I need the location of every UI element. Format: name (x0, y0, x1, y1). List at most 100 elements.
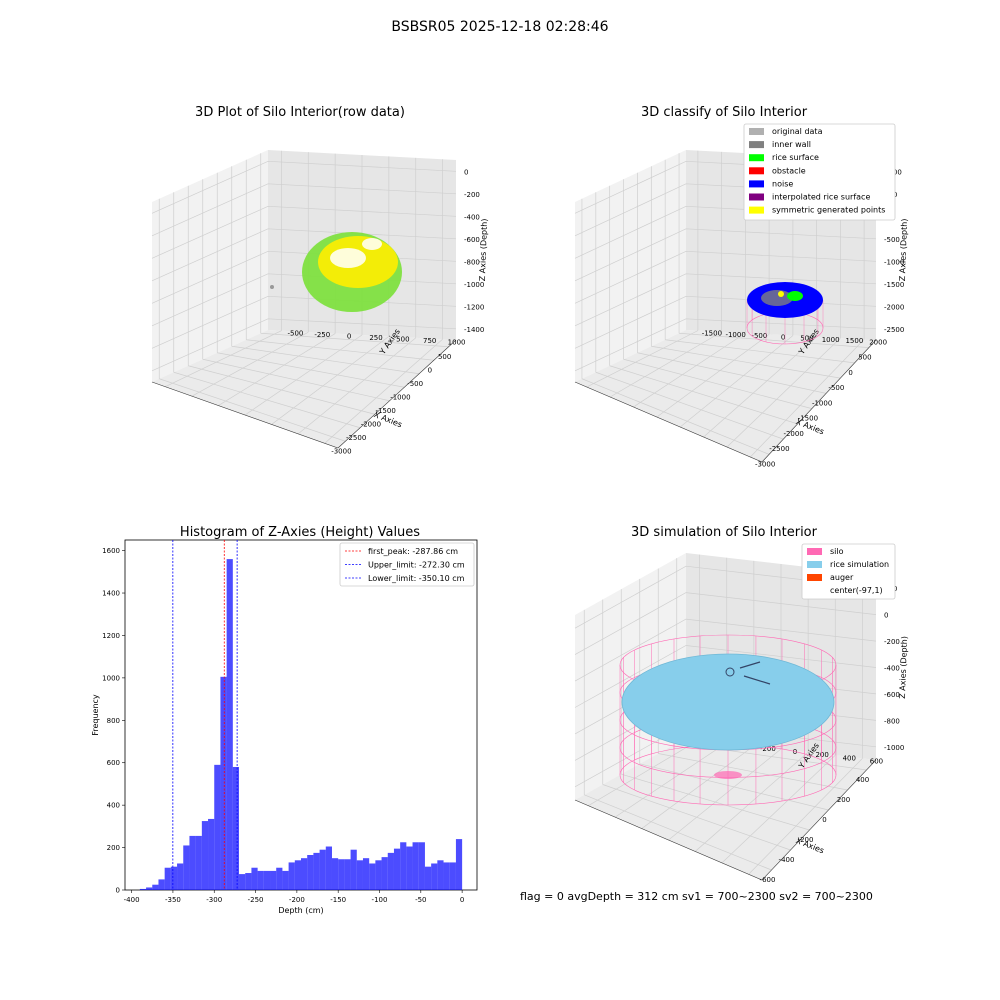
p3-histogram-bar (455, 839, 463, 890)
p2-xgrid (623, 358, 812, 409)
p3-histogram-bar (239, 874, 246, 890)
p2-symmetric-points (778, 291, 784, 297)
p4-silo-bottom-center (714, 771, 742, 779)
p2-xtick-label: 500 (858, 354, 871, 362)
p1-ytick-label: 250 (369, 334, 382, 342)
p2-xgrid (595, 371, 784, 440)
p3-ytick-label: 1200 (102, 632, 120, 640)
p1-ztick-label: -1200 (464, 303, 484, 311)
p3-histogram-bar (437, 860, 444, 890)
p2-xgrid (679, 332, 869, 348)
p3-histogram-bar (170, 866, 178, 890)
p2-xtick-label: -2000 (783, 430, 803, 438)
p2-rice-surface-patch (787, 291, 803, 301)
p1-ztick-label: -1400 (464, 326, 484, 334)
p3-histogram-bar (189, 835, 196, 890)
p2-ytick-label: 500 (800, 335, 813, 343)
p4-zgrid (574, 645, 877, 708)
p3-xtick-label: -150 (330, 896, 346, 904)
p3-histogram-bar (183, 845, 190, 890)
p2-zgrid (574, 250, 877, 304)
p2-inner-wall-patch (761, 290, 793, 306)
p3-histogram-bar (344, 859, 351, 890)
p2-ytick-label: 1500 (845, 337, 863, 345)
p4-legend-label: auger (830, 573, 854, 582)
p3-histogram-bar (431, 863, 438, 890)
p3-histogram-bar (424, 866, 432, 890)
p1-zgrid (151, 228, 457, 282)
p2-ztick-label: -2000 (884, 303, 904, 311)
p1-zgrid (151, 318, 457, 372)
p3-histogram-bar (201, 821, 209, 890)
p2-xtick-label: 0 (848, 369, 852, 377)
p4-ztick-label: -1000 (884, 744, 904, 752)
p4-auger-shape (739, 661, 771, 685)
p2-back-left-pane (575, 150, 686, 382)
p4-legend-label: center(-97,1) (830, 586, 883, 595)
p4-xtick-label: -600 (760, 876, 776, 884)
p3-histogram-bar (301, 858, 308, 890)
p3-histogram-bar (220, 676, 227, 890)
p2-legend-swatch (749, 180, 764, 188)
p2-floor-pane (575, 330, 876, 462)
p2-xgrid (665, 339, 855, 364)
p2-legend-label: noise (772, 179, 793, 188)
panel4-3d-axes: -600 -400 -200 0 200 400 600 400 200 0 -200 -400 -60… (574, 543, 909, 884)
panel1-3d-axes: -3000-2500-2000-1500-1000-50005001000750… (151, 150, 489, 455)
p2-xgrid (581, 378, 770, 455)
p3-histogram-bar (319, 849, 326, 890)
p2-legend-swatch (749, 141, 764, 149)
p4-xtick-label: 0 (822, 816, 826, 824)
p1-xtick-label: -2000 (361, 420, 381, 428)
footer-status-text: flag = 0 avgDepth = 312 cm sv1 = 700~230… (520, 890, 873, 903)
p1-ytick-label: 0 (347, 333, 351, 341)
p1-xtick-label: -1500 (375, 407, 395, 415)
p1-ygrid (297, 337, 416, 435)
p1-floor-pane (152, 330, 456, 448)
p4-xtick-label: 200 (837, 796, 850, 804)
p4-xtick-label: 400 (856, 776, 869, 784)
p1-ygrid (271, 336, 390, 425)
p2-ygrid (656, 334, 770, 418)
p3-histogram-bar (158, 879, 165, 890)
p3-histogram-bar (226, 559, 233, 890)
p3-histogram-bar (214, 764, 221, 890)
p1-zgrid (151, 160, 457, 214)
p4-legend-swatch (807, 548, 822, 555)
panel2-title: 3D classify of Silo Interior (641, 105, 808, 120)
p2-ytick-label: -1500 (702, 330, 722, 338)
p3-histogram-bar (400, 842, 407, 890)
p2-ytick-label: 1000 (822, 336, 840, 344)
p2-xgrid (651, 345, 841, 379)
p1-ztick-label: 0 (464, 168, 468, 176)
p1-ztick-label: -600 (464, 236, 480, 244)
p2-xtick-label: -1000 (812, 399, 832, 407)
p3-histogram-bar (164, 867, 171, 890)
p3-xtick-label: 0 (460, 896, 464, 904)
p3-ytick-label: 800 (107, 717, 120, 725)
p1-surface-hole (362, 238, 382, 250)
p1-ztick-label: -400 (464, 213, 480, 221)
p3-histogram-bar (449, 862, 456, 890)
p4-ztick-label: -600 (884, 691, 900, 699)
p1-ytick-label: -250 (314, 331, 330, 339)
p3-histogram-bar (406, 846, 413, 890)
p3-histogram-bar (208, 818, 215, 890)
p1-xtick-label: -2500 (346, 434, 366, 442)
p4-ytick-label: 0 (793, 748, 797, 756)
p3-histogram-bar (331, 858, 339, 890)
p3-xtick-label: -50 (415, 896, 426, 904)
p2-xgrid (637, 352, 827, 394)
p1-ztick-label: -800 (464, 258, 480, 266)
p3-ytick-label: 200 (107, 844, 120, 852)
p3-histogram-bar (325, 846, 332, 890)
p2-legend-swatch (749, 206, 764, 214)
p3-xtick-label: -350 (165, 896, 181, 904)
p4-zlabel: Z Axies (Depth) (898, 636, 909, 699)
p3-histogram-bar (338, 859, 345, 890)
p3-histogram-bar (294, 860, 301, 890)
p2-legend-label: rice surface (772, 153, 819, 162)
p2-ygrid (586, 330, 699, 388)
p1-surface-hole (330, 248, 366, 268)
p3-ytick-label: 400 (107, 802, 120, 810)
